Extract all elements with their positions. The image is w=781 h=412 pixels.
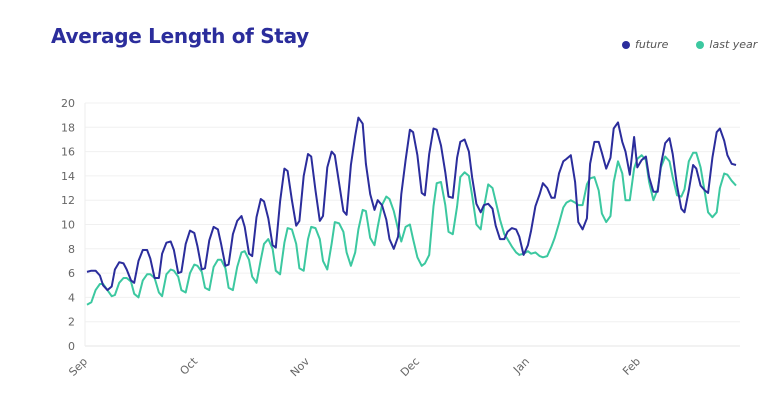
chart-title: Average Length of Stay [51,24,309,48]
y-tick-label: 10 [61,219,75,232]
legend-dot-icon [696,40,705,49]
y-tick-label: 12 [61,194,75,207]
x-tick-label: Dec [398,355,422,379]
legend-item-future[interactable]: future [622,38,668,51]
legend-item-last-year[interactable]: last year [696,38,757,51]
y-tick-label: 18 [61,121,75,134]
x-tick-label: Sep [66,355,90,379]
legend-label: future [635,38,669,51]
y-axis-ticks: 0 2 4 6 8 10 12 14 16 18 20 [61,97,75,353]
y-tick-label: 14 [61,170,75,183]
legend-label: last year [709,38,758,51]
y-tick-label: 8 [68,243,75,256]
y-tick-label: 2 [68,316,75,329]
y-tick-label: 0 [68,340,75,353]
x-tick-label: Jan [510,355,532,377]
legend-dot-icon [622,40,630,49]
x-tick-label: Feb [620,355,643,378]
chart-legend: future last year [622,38,757,51]
x-axis-ticks: Sep Oct Nov Dec Jan Feb [66,354,643,379]
y-tick-label: 16 [61,146,75,159]
series-line-last-year [86,151,737,306]
y-tick-label: 6 [68,267,75,280]
series-lines [86,116,737,306]
x-tick-label: Oct [177,354,200,377]
y-tick-label: 4 [68,291,75,304]
y-tick-label: 20 [61,97,75,110]
series-line-future [86,116,737,292]
gridlines [84,102,740,347]
x-tick-label: Nov [288,355,313,380]
